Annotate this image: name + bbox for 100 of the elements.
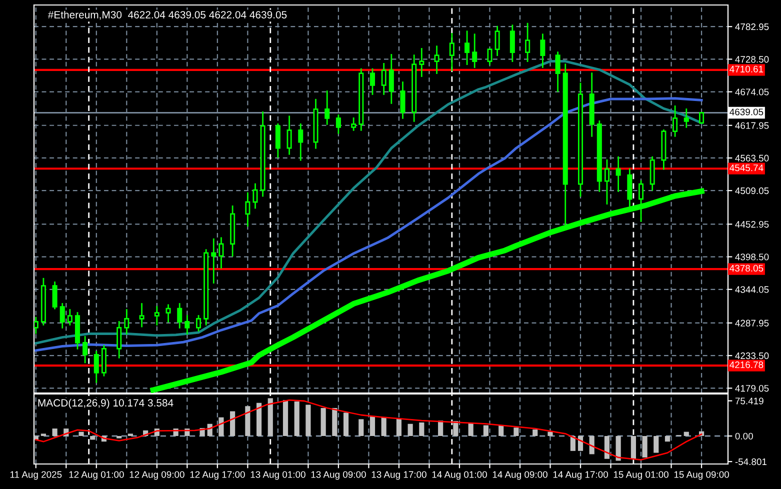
bar	[483, 425, 488, 436]
y-tick-label: 0.00	[735, 432, 753, 440]
bar	[294, 401, 300, 436]
candlestick	[101, 345, 106, 376]
bar	[642, 436, 648, 458]
candlestick	[400, 82, 406, 119]
x-tick-label: 15 Aug 09:00	[674, 471, 729, 480]
bar	[548, 432, 553, 436]
x-tick-label: 13 Aug 17:00	[372, 471, 426, 480]
x-tick-label: 14 Aug 01:00	[432, 471, 487, 480]
candlestick	[336, 114, 341, 134]
candlestick	[211, 238, 216, 284]
bar	[268, 398, 273, 436]
candlestick	[381, 62, 386, 95]
candlestick	[464, 30, 470, 65]
candlestick	[672, 105, 678, 137]
candlestick	[650, 156, 655, 191]
chart-title: #Ethereum,M30 4622.04 4639.05 4622.04 4639.05	[48, 10, 287, 20]
candlestick	[34, 316, 38, 334]
bar	[514, 428, 519, 436]
candlestick	[275, 123, 280, 158]
candlestick	[218, 237, 224, 269]
candlestick	[487, 48, 492, 65]
bar	[306, 404, 311, 436]
candlestick	[525, 22, 530, 62]
bar	[78, 432, 84, 436]
candlestick	[60, 303, 65, 328]
bar	[396, 418, 402, 436]
candlestick	[388, 54, 394, 104]
x-tick-label: 12 Aug 09:00	[130, 471, 184, 480]
candlestick	[286, 116, 292, 155]
candlestick	[184, 315, 190, 334]
bar	[381, 417, 386, 436]
bar	[320, 408, 326, 436]
y-tick-label: -54.801	[735, 458, 767, 466]
candlestick	[616, 156, 621, 192]
candlestick	[154, 306, 160, 326]
bar	[419, 422, 424, 436]
candlestick	[472, 34, 478, 68]
y-tick-label: 4452.95	[735, 221, 769, 228]
y-tick-label: 4179.05	[735, 385, 769, 392]
x-tick-label: 14 Aug 17:00	[553, 471, 608, 480]
y-tick-label: 4233.50	[735, 352, 769, 360]
candlestick	[540, 34, 546, 68]
candlestick	[351, 117, 356, 131]
bar	[245, 406, 250, 436]
y-tick-label: 75.419	[735, 398, 764, 404]
bar	[343, 412, 349, 436]
bar	[52, 428, 58, 436]
ref-line-label: 4545.74	[730, 164, 764, 172]
candlestick	[298, 123, 304, 161]
candlestick	[166, 304, 171, 322]
candlestick	[449, 33, 454, 71]
candlestick	[699, 112, 704, 124]
candlestick	[245, 192, 250, 227]
candlestick	[494, 26, 500, 56]
x-tick-label: 15 Aug 01:00	[614, 471, 668, 480]
candlestick	[510, 24, 515, 62]
candlestick	[177, 303, 182, 328]
candlestick	[94, 350, 99, 383]
chart-title: MACD(12,26,9) 10.174 3.584	[38, 398, 174, 409]
y-tick-label: 4398.50	[735, 254, 769, 260]
bar	[684, 432, 689, 436]
candlestick	[124, 309, 130, 334]
ref-line-label: 4710.61	[730, 66, 764, 72]
y-tick-label: 4509.05	[735, 187, 769, 194]
bar	[664, 436, 670, 442]
candlestick	[370, 68, 375, 95]
candlestick	[139, 303, 144, 328]
candlestick	[116, 321, 122, 358]
y-tick-label: 4617.95	[735, 122, 769, 129]
x-tick-label: 11 Aug 2025	[10, 471, 62, 480]
bar	[438, 420, 444, 436]
bar	[256, 402, 262, 436]
x-tick-label: 12 Aug 17:00	[190, 471, 245, 480]
y-tick-label: 4287.95	[735, 320, 769, 326]
bar	[358, 419, 364, 436]
candlestick	[67, 309, 72, 326]
x-tick-label: 13 Aug 09:00	[311, 471, 366, 480]
x-tick-label: 14 Aug 09:00	[492, 471, 548, 480]
y-tick-label: 4782.95	[735, 23, 769, 30]
bar	[616, 436, 621, 461]
bar	[408, 424, 413, 436]
candlestick	[324, 90, 330, 125]
ref-line-label: 4639.05	[730, 108, 764, 116]
x-tick-label: 13 Aug 01:00	[250, 471, 306, 480]
bar	[218, 417, 224, 436]
ref-line-label: 4216.78	[730, 361, 764, 368]
y-tick-label: 4563.50	[735, 154, 769, 162]
bar	[230, 411, 236, 436]
line-series	[34, 60, 703, 345]
candlestick	[52, 282, 58, 310]
y-tick-label: 4728.50	[735, 56, 769, 63]
candlestick	[555, 52, 560, 92]
bar	[630, 436, 636, 459]
y-tick-label: 4344.05	[735, 286, 769, 293]
candlestick	[419, 48, 424, 77]
ref-line-label: 4378.05	[730, 264, 764, 272]
candlestick	[82, 336, 88, 364]
candlestick	[196, 315, 202, 332]
